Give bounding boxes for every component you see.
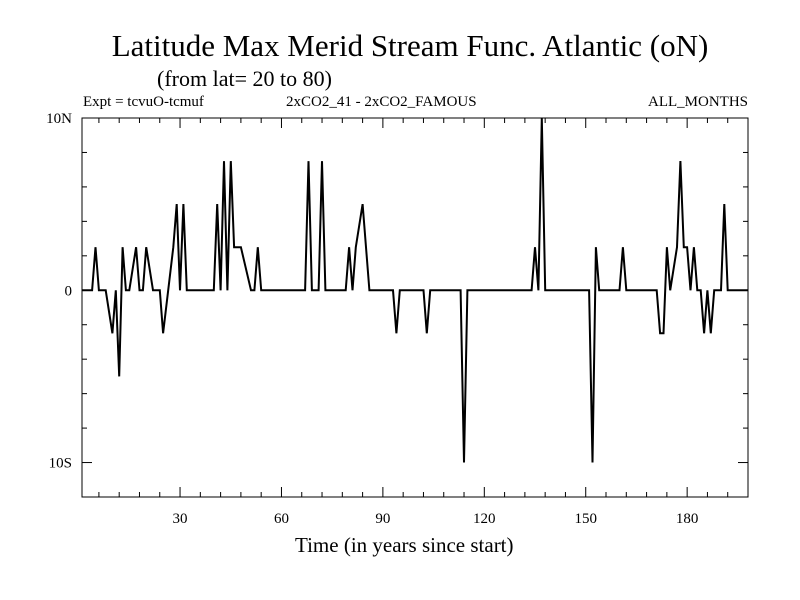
x-tick-label: 150 <box>574 511 597 527</box>
x-axis-label: Time (in years since start) <box>295 533 514 557</box>
y-tick-label: 0 <box>65 283 73 299</box>
months-label: ALL_MONTHS <box>648 94 748 110</box>
x-tick-label: 30 <box>173 511 188 527</box>
axis-tick-labels: 30 60 90 120 150 180 10N 0 10S <box>46 111 698 527</box>
plot-frame <box>81 117 749 498</box>
series-line <box>82 117 748 463</box>
experiment-label: Expt = tcvuO-tcmuf <box>83 94 204 110</box>
axis-ticks <box>82 117 749 498</box>
chart-subtitle: (from lat= 20 to 80) <box>157 66 332 91</box>
x-tick-label: 90 <box>375 511 390 527</box>
x-tick-label: 120 <box>473 511 496 527</box>
comparison-label: 2xCO2_41 - 2xCO2_FAMOUS <box>286 94 477 110</box>
y-tick-label: 10N <box>46 111 72 127</box>
y-tick-label: 10S <box>49 456 72 472</box>
x-tick-label: 180 <box>676 511 699 527</box>
chart-title: Latitude Max Merid Stream Func. Atlantic… <box>111 28 709 63</box>
x-tick-label: 60 <box>274 511 289 527</box>
